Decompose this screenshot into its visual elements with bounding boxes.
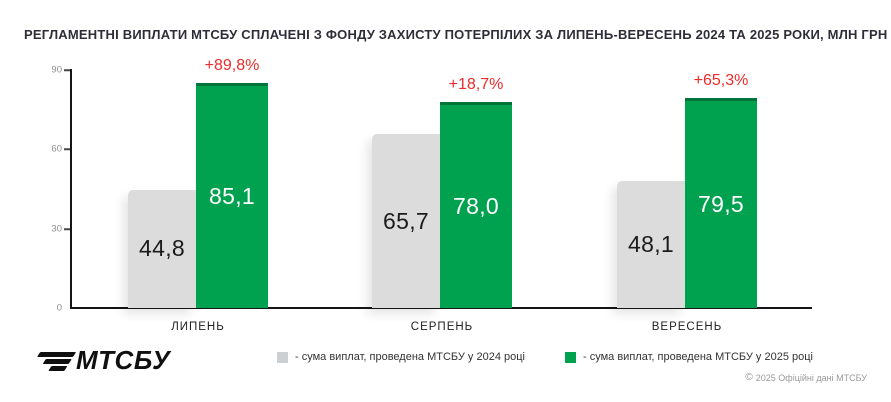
legend-label-2024: - сума виплат, проведена МТСБУ у 2024 ро… [295, 351, 525, 363]
bar-2025: 79,5 [685, 97, 757, 308]
bar-value-2025: 85,1 [209, 183, 255, 210]
bar-group: 65,7 78,0 +18,7% СЕРПЕНЬ [372, 70, 512, 333]
y-tick-mark [64, 69, 70, 71]
legend-label-2025: - сума виплат, проведена МТСБУ у 2025 ро… [583, 351, 813, 363]
copyright-icon: © [745, 372, 753, 383]
bar-group: 44,8 85,1 +89,8% ЛИПЕНЬ [128, 57, 268, 333]
mtsbu-logo-text: МТСБУ [76, 345, 171, 375]
bar-2025: 85,1 [196, 82, 268, 308]
bar-value-2024: 48,1 [628, 230, 674, 257]
copyright-line: © 2025 Офіційні дані МТСБУ [745, 372, 867, 384]
bar-value-2025: 78,0 [453, 192, 499, 219]
legend-swatch-2025-icon [565, 351, 576, 363]
y-tick-mark [64, 148, 70, 150]
bar-2024: 44,8 [128, 189, 196, 308]
mtsbu-logo: МТСБУ [35, 345, 170, 376]
y-tick-label-30: 30 [51, 223, 62, 235]
category-label: СЕРПЕНЬ [410, 321, 474, 333]
y-tick-label-90: 90 [51, 64, 62, 76]
category-label: ВЕРЕСЕНЬ [651, 321, 723, 333]
bar-value-2024: 65,7 [383, 207, 429, 234]
legend-swatch-2024-icon [277, 351, 288, 363]
y-axis-line [70, 69, 72, 309]
bar-value-2025: 79,5 [698, 190, 744, 217]
legend-item-2025: - сума виплат, проведена МТСБУ у 2025 ро… [565, 351, 813, 363]
growth-percent-label: +65,3% [693, 71, 749, 89]
y-tick-mark [64, 228, 70, 230]
legend-item-2024: - сума виплат, проведена МТСБУ у 2024 ро… [277, 351, 525, 363]
y-tick-label-60: 60 [51, 143, 62, 155]
bar-2025: 78,0 [440, 101, 512, 308]
chart-title: РЕГЛАМЕНТНІ ВИПЛАТИ МТСБУ СПЛАЧЕНІ З ФОН… [24, 27, 888, 42]
bar-2024: 65,7 [372, 134, 440, 308]
growth-percent-label: +89,8% [204, 56, 260, 74]
y-tick-label-0: 0 [56, 302, 62, 314]
bar-2024: 48,1 [617, 180, 685, 308]
copyright-text: 2025 Офіційні дані МТСБУ [755, 373, 867, 383]
wing-lines-icon [29, 352, 77, 371]
bar-group: 48,1 79,5 +65,3% ВЕРЕСЕНЬ [617, 70, 757, 333]
bar-value-2024: 44,8 [139, 235, 185, 262]
plot-area: 44,8 85,1 +89,8% ЛИПЕНЬ 65,7 78,0 +18,7%… [70, 57, 812, 333]
category-label: ЛИПЕНЬ [171, 321, 225, 333]
x-axis-line [70, 307, 812, 309]
growth-percent-label: +18,7% [448, 75, 504, 93]
